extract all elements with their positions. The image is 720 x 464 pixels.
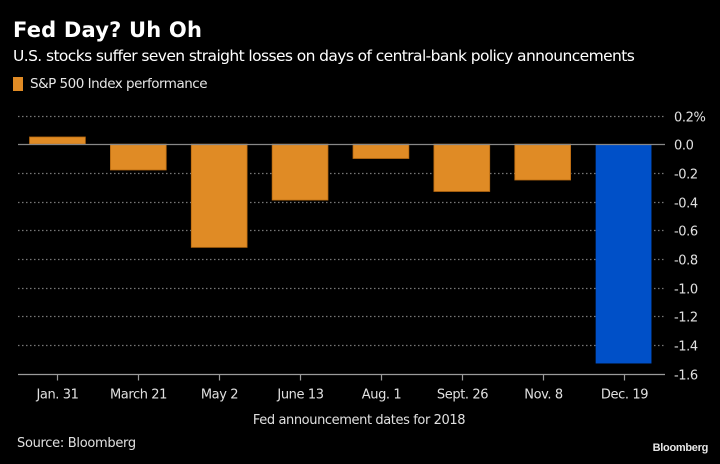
x-tick-label: March 21 [110, 388, 167, 403]
bar-june-13 [271, 143, 329, 201]
bar-jan-31 [29, 136, 86, 145]
legend-label: S&P 500 Index performance [30, 76, 208, 92]
y-tick-label: -1.6 [674, 369, 698, 384]
x-tick-label: June 13 [276, 388, 323, 403]
y-tick-label: -0.6 [674, 225, 698, 240]
axes [18, 143, 665, 381]
x-tick-label: Dec. 19 [601, 388, 648, 403]
bar-sept-26 [433, 143, 491, 192]
y-tick-label: -0.4 [674, 197, 698, 212]
bar-nov-8 [514, 143, 571, 181]
y-tick-label: 0.2% [674, 111, 705, 126]
y-tick-label: -1.0 [674, 283, 698, 298]
x-tick-label: Jan. 31 [35, 388, 78, 403]
legend: S&P 500 Index performance [13, 76, 208, 92]
tick-labels: 0.2% 0.0 -0.2 -0.4 -0.6 -0.8 -1.0 -1.2 -1.4 -1.6 J… [35, 111, 705, 403]
bar-dec-19 [595, 144, 652, 364]
x-tick-label: Nov. 8 [524, 388, 563, 403]
bars [29, 136, 652, 364]
x-axis-title: Fed announcement dates for 2018 [0, 413, 720, 428]
chart-title: Fed Day? Uh Oh [13, 18, 203, 42]
y-tick-label: -0.8 [674, 254, 698, 269]
x-axis-title-text: Fed announcement dates for 2018 [252, 413, 466, 428]
x-tick-label: Aug. 1 [362, 388, 402, 403]
bar-aug-1 [352, 143, 410, 159]
y-tick-label: -0.2 [674, 168, 698, 183]
legend-swatch [13, 77, 23, 91]
x-tick-label: May 2 [201, 388, 238, 403]
bar-may-2 [190, 143, 248, 248]
bar-march-21 [110, 143, 167, 171]
x-tick-label: Sept. 26 [437, 388, 488, 403]
source-note: Source: Bloomberg [17, 436, 136, 451]
y-tick-label: -1.2 [674, 311, 698, 326]
chart-subtitle: U.S. stocks suffer seven straight losses… [13, 47, 635, 65]
y-tick-label: -1.4 [674, 340, 698, 355]
bloomberg-logo: Bloomberg [652, 442, 709, 454]
y-tick-label: 0.0 [674, 139, 694, 154]
